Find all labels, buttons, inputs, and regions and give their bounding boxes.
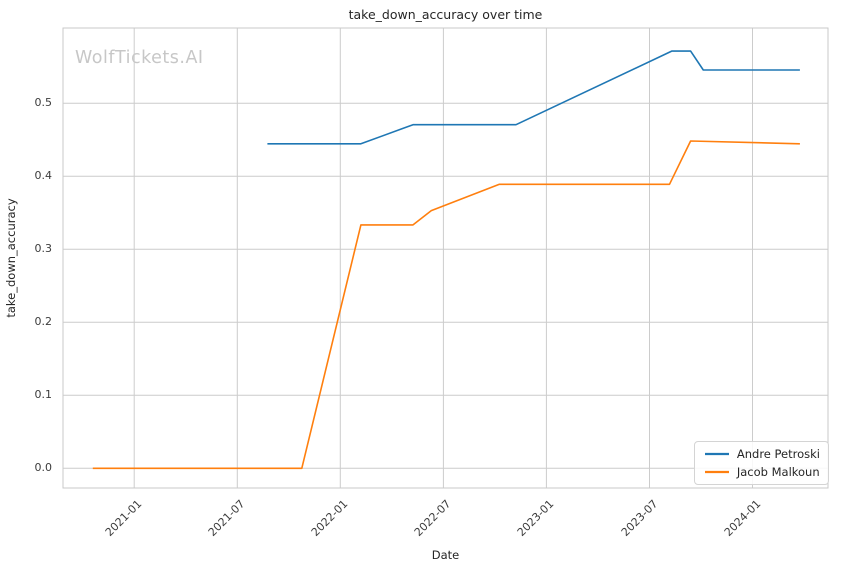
legend-line-swatch-icon bbox=[704, 470, 729, 474]
y-tick-label: 0.3 bbox=[34, 242, 53, 256]
watermark: WolfTickets.AI bbox=[75, 48, 204, 68]
y-tick-label: 0.2 bbox=[34, 315, 53, 329]
x-axis-label: Date bbox=[431, 548, 460, 562]
y-axis-label: take_down_accuracy bbox=[4, 198, 18, 318]
chart-title: take_down_accuracy over time bbox=[348, 7, 543, 22]
series-line-andre-petroski bbox=[267, 50, 800, 145]
legend-line-swatch-icon bbox=[704, 452, 729, 456]
legend-item-andre-petroski: Andre Petroski bbox=[704, 447, 820, 461]
y-tick-label: 0.0 bbox=[34, 461, 53, 475]
y-tick-label: 0.5 bbox=[34, 96, 53, 110]
y-tick-label: 0.1 bbox=[34, 388, 53, 402]
legend-item-jacob-malkoun: Jacob Malkoun bbox=[704, 465, 820, 479]
legend-label: Jacob Malkoun bbox=[736, 465, 820, 479]
y-tick-label: 0.4 bbox=[34, 169, 53, 183]
legend: Andre Petroski Jacob Malkoun bbox=[693, 441, 829, 485]
plot-border bbox=[62, 27, 829, 489]
legend-label: Andre Petroski bbox=[736, 447, 820, 461]
series-line-jacob-malkoun bbox=[92, 140, 800, 470]
